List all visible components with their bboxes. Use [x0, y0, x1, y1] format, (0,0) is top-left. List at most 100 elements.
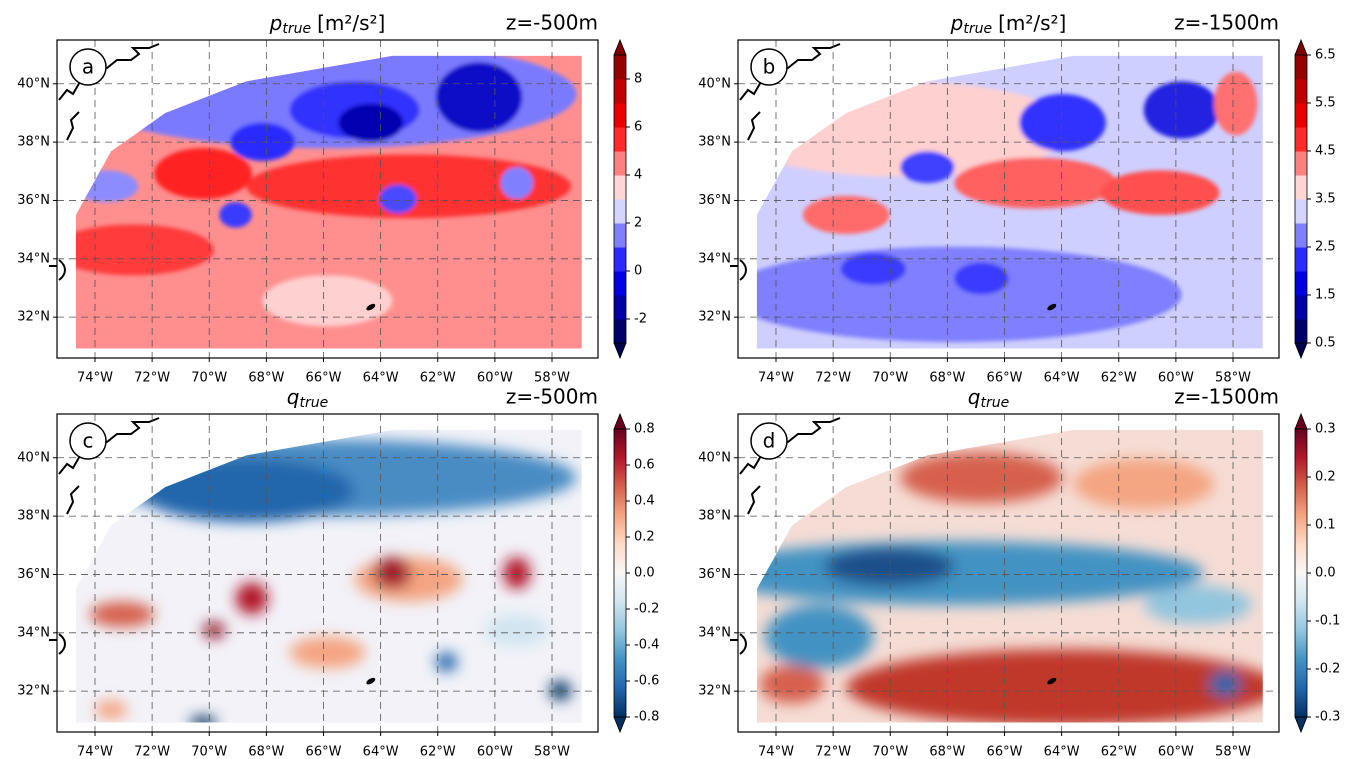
colorbar-tick-label: 0: [634, 264, 642, 279]
lon-tick-label: 66°W: [306, 745, 342, 759]
field-feature: [900, 452, 1063, 504]
lon-tick-label: 58°W: [534, 371, 570, 386]
field-feature: [219, 202, 252, 228]
lat-tick-label: 40°N: [698, 450, 731, 465]
lon-tick-label: 62°W: [1101, 745, 1137, 759]
lon-tick-label: 74°W: [77, 745, 113, 759]
field-feature: [435, 652, 458, 672]
lon-tick-label: 74°W: [758, 371, 794, 386]
field-feature: [756, 541, 1204, 605]
map-panel: 74°W 72°W 70°W 68°W 66°W 64°W 62°W 60°W 58°W 32°N…: [698, 11, 1335, 386]
field-feature: [75, 224, 214, 276]
colorbar-tick-label: -0.2: [1315, 662, 1340, 677]
field-feature: [246, 154, 571, 219]
colorbar: -0.3 -0.2 -0.1 0.0 0.1 0.2 0.3: [1294, 412, 1340, 734]
lat-tick-label: 40°N: [17, 76, 50, 91]
lat-tick-label: 36°N: [698, 567, 731, 582]
colorbar-frame: [613, 54, 627, 344]
lat-tick-label: 32°N: [17, 684, 50, 699]
panel-label: c: [83, 429, 94, 453]
panel-label-circle: [750, 48, 788, 86]
lat-tick-label: 32°N: [17, 310, 50, 325]
lon-tick-label: 58°W: [1215, 745, 1251, 759]
field-feature: [484, 614, 550, 647]
colorbar-tick-label: -0.2: [634, 602, 659, 617]
colorbar-tick-label: 2.5: [1315, 240, 1336, 255]
colorbar-tick-label: -0.3: [1315, 710, 1340, 725]
colorbar-tick-label: 0.8: [634, 422, 655, 437]
depth-label: z=-500m: [506, 385, 598, 409]
field-feature: [235, 582, 268, 615]
lon-tick-label: 60°W: [1158, 371, 1194, 386]
colorbar-band: [1295, 55, 1307, 80]
lon-tick-label: 74°W: [77, 371, 113, 386]
lon-tick-label: 58°W: [534, 745, 570, 759]
colorbar-band: [1295, 295, 1307, 320]
colorbar-band: [1295, 429, 1307, 717]
lon-tick-label: 66°W: [987, 745, 1023, 759]
colorbar: 0.5 1.5 2.5 3.5 4.5 5.5 6.5: [1294, 38, 1336, 360]
colorbar-tick-label: 0.2: [634, 530, 655, 545]
lon-tick-label: 72°W: [134, 745, 170, 759]
coastline: [730, 417, 841, 655]
lon-tick-label: 62°W: [1101, 371, 1137, 386]
colorbar: -0.8 -0.6 -0.4 -0.2 0.0 0.2 0.4 0.6 0.8: [613, 412, 659, 734]
title-unit: [m²/s²]: [998, 11, 1066, 35]
colorbar-band: [1295, 223, 1307, 248]
colorbar-extend-top: [613, 38, 627, 56]
lat-tick-label: 36°N: [17, 567, 50, 582]
colorbar-extend-top: [1294, 38, 1308, 56]
lon-tick-label: 62°W: [420, 745, 456, 759]
field-feature: [503, 557, 531, 589]
lon-tick-label: 60°W: [1158, 745, 1194, 759]
field-feature: [765, 604, 874, 669]
colorbar-tick-label: -0.1: [1315, 614, 1340, 629]
field-feature: [378, 184, 417, 214]
lon-tick-label: 70°W: [872, 745, 908, 759]
title-var: p: [269, 11, 283, 35]
field-feature: [1214, 71, 1258, 136]
panel-label: d: [763, 429, 776, 453]
panel-title: ptrue [m²/s²]: [950, 11, 1067, 38]
lon-tick-label: 68°W: [929, 745, 965, 759]
field-feature: [154, 148, 252, 199]
lon-tick-label: 68°W: [248, 371, 284, 386]
lat-tick-label: 38°N: [17, 509, 50, 524]
colorbar-tick-label: -0.8: [634, 710, 659, 725]
field-feature: [189, 716, 217, 723]
axes-frame: [56, 39, 599, 359]
colorbar-tick-label: -0.6: [634, 674, 659, 689]
lat-tick-label: 38°N: [698, 135, 731, 150]
colorbar-extend-top: [613, 412, 627, 430]
panel-label-circle: [69, 422, 107, 460]
field-feature: [89, 601, 155, 628]
lon-tick-label: 66°W: [987, 371, 1023, 386]
field-feature: [1143, 81, 1220, 139]
lon-tick-label: 64°W: [1044, 371, 1080, 386]
field-feature: [759, 665, 825, 704]
colorbar-band: [614, 319, 626, 344]
lon-tick-label: 72°W: [134, 371, 170, 386]
field-feature: [954, 262, 1009, 295]
colorbar-band: [614, 199, 626, 224]
map-panel: 74°W 72°W 70°W 68°W 66°W 64°W 62°W 60°W 58°W 32°N…: [17, 11, 647, 386]
depth-label: z=-500m: [506, 11, 598, 35]
depth-label: z=-1500m: [1174, 385, 1279, 409]
colorbar-band: [1295, 79, 1307, 104]
axes-frame: [737, 39, 1280, 359]
field-feature: [840, 253, 906, 285]
colorbar-band: [614, 295, 626, 320]
lon-tick-label: 64°W: [363, 371, 399, 386]
lat-tick-label: 34°N: [17, 625, 50, 640]
colorbar-band: [1295, 271, 1307, 296]
colorbar-tick-label: 0.4: [634, 494, 655, 509]
colorbar-band: [614, 429, 626, 717]
colorbar-tick-label: 5.5: [1315, 96, 1336, 111]
field-feature: [94, 700, 128, 720]
colorbar-tick-label: 0.0: [1315, 566, 1336, 581]
colorbar-band: [1295, 175, 1307, 200]
title-unit: [m²/s²]: [317, 11, 385, 35]
lat-tick-label: 38°N: [698, 509, 731, 524]
island: [1047, 677, 1057, 685]
